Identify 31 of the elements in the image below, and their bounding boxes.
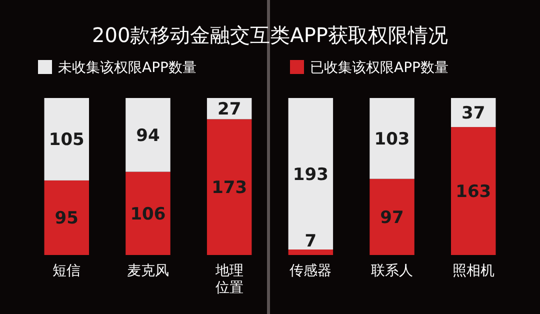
- data-label: 105: [48, 130, 84, 150]
- x-tick-label: 传感器: [290, 263, 332, 279]
- x-tick-label: 照相机: [452, 263, 494, 279]
- bar: [126, 172, 170, 255]
- chart-title: 200款移动金融交互类APP获取权限情况: [92, 23, 448, 47]
- data-label: 106: [130, 204, 166, 224]
- data-label: 173: [212, 178, 248, 198]
- bar: [44, 180, 90, 255]
- data-label: 94: [136, 126, 160, 146]
- x-tick-label: 联系人: [371, 263, 414, 279]
- legend-label: 未收集该权限APP数量: [58, 60, 196, 76]
- x-tick-label: 地理位置: [214, 263, 244, 296]
- bar: [370, 178, 414, 255]
- data-label: 97: [380, 208, 404, 228]
- data-label: 37: [462, 104, 486, 124]
- data-label: 95: [54, 208, 78, 229]
- data-label: 193: [292, 164, 328, 185]
- bar: [44, 98, 90, 180]
- data-label: 163: [456, 182, 492, 202]
- x-tick-label: 短信: [52, 263, 81, 279]
- data-label: 27: [217, 100, 242, 120]
- legend-label: 已收集该权限APP数量: [310, 60, 448, 76]
- data-label: 7: [304, 232, 317, 252]
- data-label: 103: [374, 129, 410, 150]
- bar: [288, 98, 334, 250]
- x-tick-label: 麦克风: [126, 263, 169, 279]
- bar: [206, 119, 252, 255]
- bar: [450, 127, 496, 255]
- bar: [370, 98, 414, 179]
- bar: [126, 98, 170, 172]
- bar: [288, 250, 334, 255]
